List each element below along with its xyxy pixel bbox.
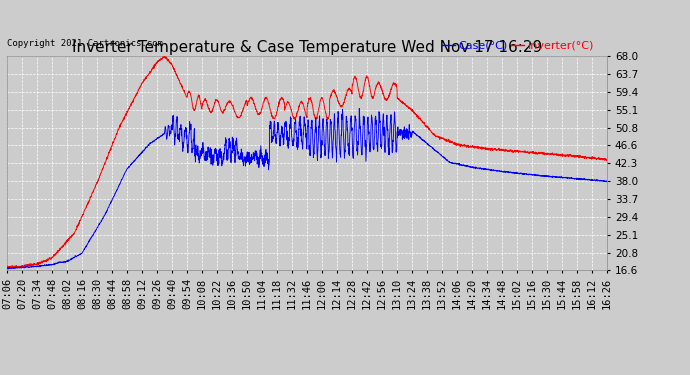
Title: Inverter Temperature & Case Temperature Wed Nov 17 16:29: Inverter Temperature & Case Temperature … [72,40,542,55]
Legend: Case(°C), Inverter(°C): Case(°C), Inverter(°C) [437,36,599,55]
Text: Copyright 2021 Cartronics.com: Copyright 2021 Cartronics.com [7,39,163,48]
